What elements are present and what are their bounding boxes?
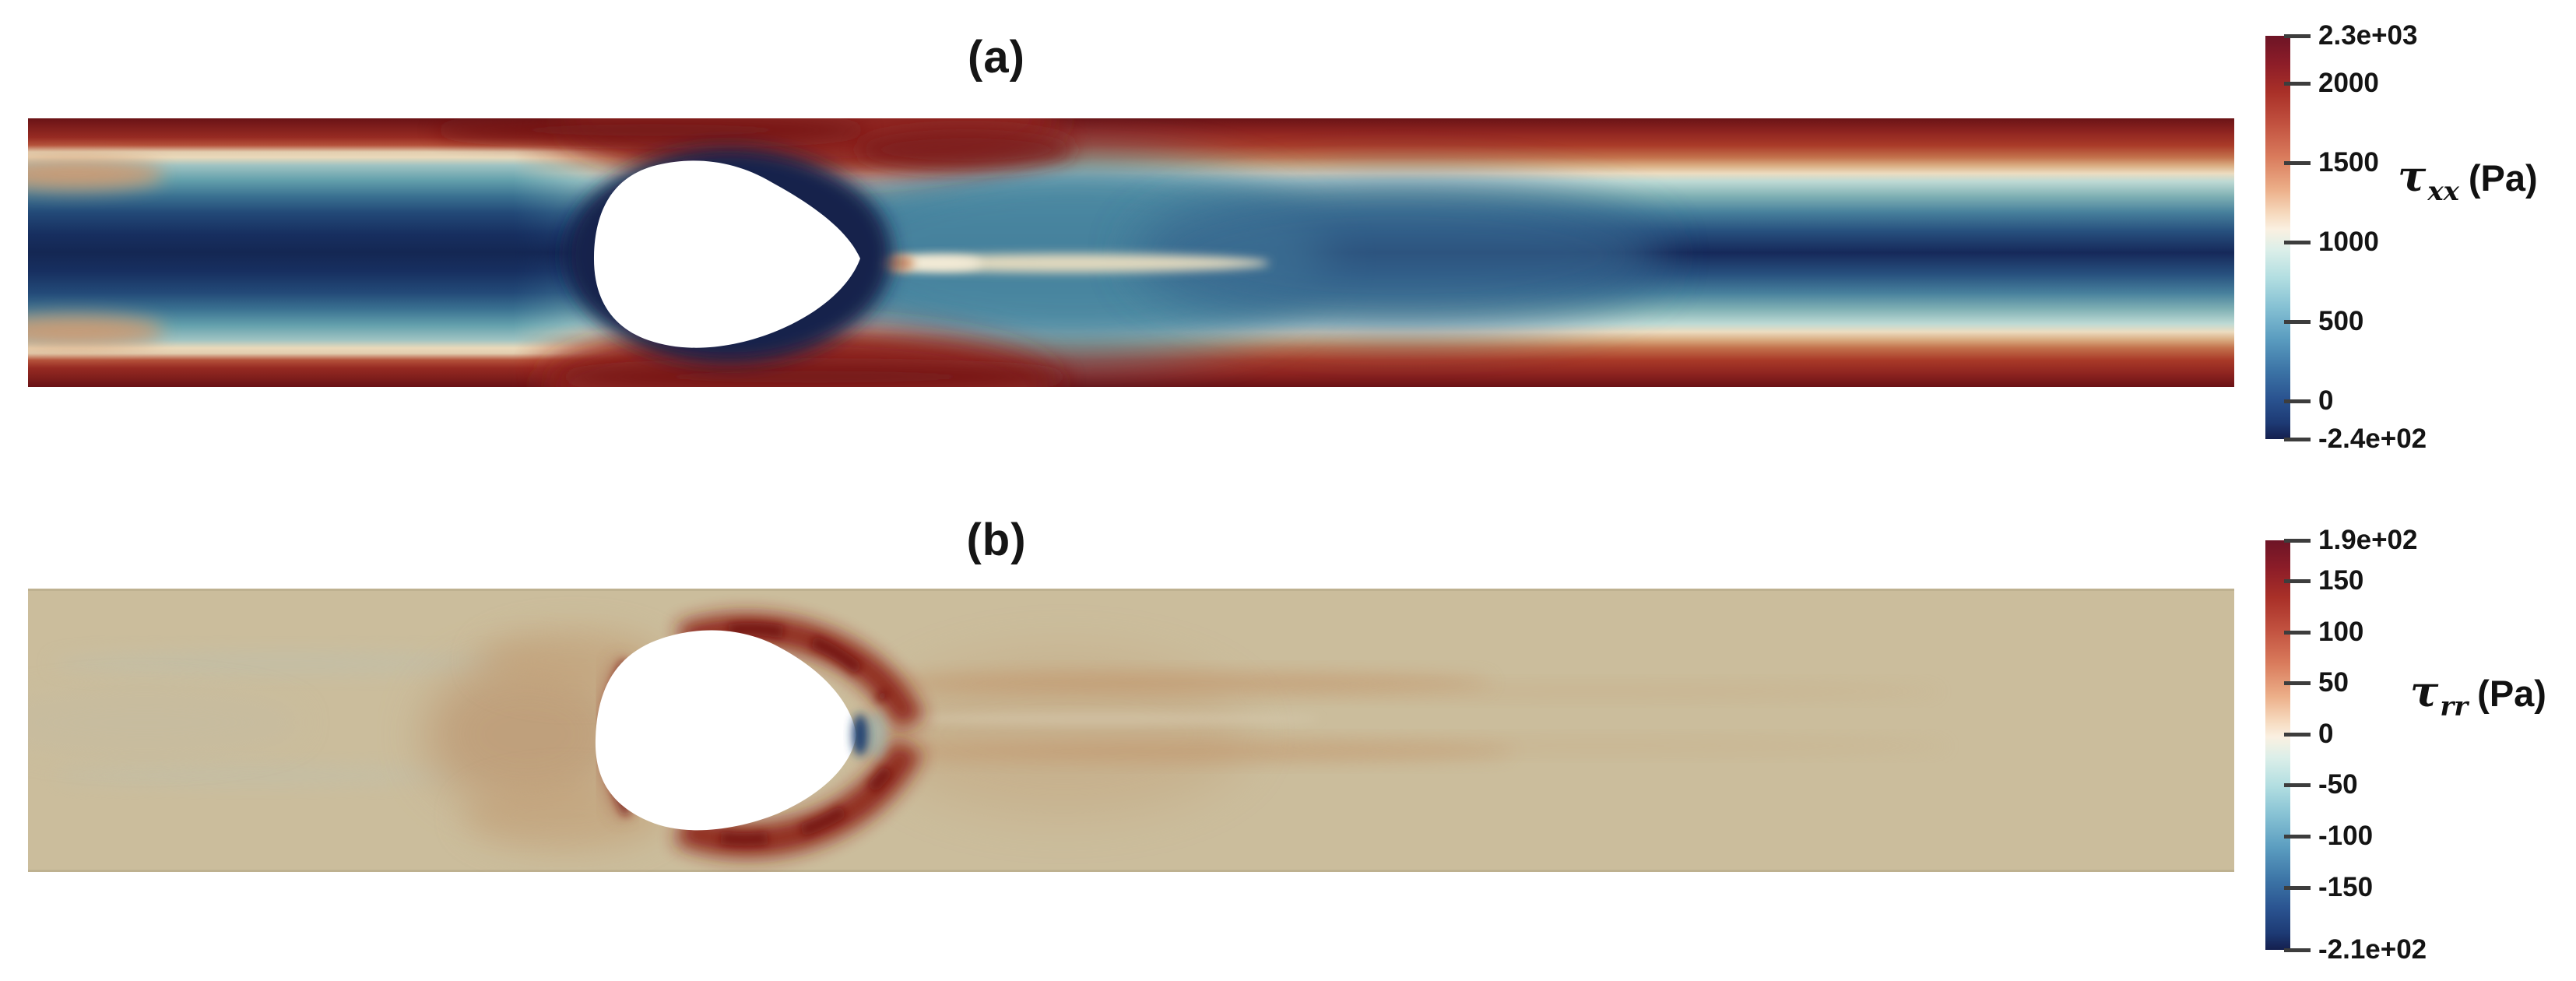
tick-mark bbox=[2284, 631, 2311, 635]
field-a-upstream bbox=[28, 118, 651, 387]
tau-unit: (Pa) bbox=[2468, 157, 2538, 199]
stress-field-heatmap-b bbox=[28, 589, 2234, 872]
field-b-haze-right bbox=[877, 652, 1250, 816]
field-b-wisp-1 bbox=[51, 651, 518, 676]
tick-label: 50 bbox=[2318, 667, 2349, 698]
colorbar-a-ticks: 2.3e+03 2000 1500 1000 500 0 -2.4e+02 bbox=[2265, 20, 2576, 454]
field-b-top-edge bbox=[28, 589, 2234, 591]
tick-mark bbox=[2284, 948, 2311, 952]
panel-b-label: (b) bbox=[966, 515, 1027, 565]
panel-a-label: (a) bbox=[968, 32, 1025, 83]
tick-mark bbox=[2284, 886, 2311, 890]
colorbar-b bbox=[2265, 540, 2290, 950]
field-b-wisp-2 bbox=[51, 765, 456, 786]
tick-label: 1.9e+02 bbox=[2318, 525, 2418, 555]
tick-mark bbox=[2284, 835, 2311, 839]
colorbar-a bbox=[2265, 36, 2290, 439]
tick-mark bbox=[2284, 34, 2311, 38]
tick-mark bbox=[2284, 241, 2311, 244]
stress-field-heatmap-a bbox=[28, 118, 2234, 387]
tick-mark bbox=[2284, 733, 2311, 737]
tick-label: -2.4e+02 bbox=[2318, 424, 2427, 454]
field-a-wake-teal-far bbox=[1133, 181, 1663, 330]
obstacle-a bbox=[593, 160, 860, 348]
tau-symbol: τ bbox=[2398, 151, 2427, 201]
field-a-maroon-top-1 bbox=[433, 118, 869, 142]
field-a-inlet-salmon-bottom bbox=[28, 315, 164, 346]
field-b-wake-streak-top-far bbox=[1242, 684, 1943, 699]
tick-label: -100 bbox=[2318, 821, 2374, 851]
tick-mark bbox=[2284, 82, 2311, 86]
colorbar-b-ticks: 1.9e+02 150 100 50 0 -50 -100 -150 -2.1e… bbox=[2265, 525, 2576, 965]
field-a-title: τxx (Pa) bbox=[2398, 151, 2538, 207]
tick-mark bbox=[2284, 320, 2311, 324]
obstacle-b bbox=[595, 630, 856, 831]
field-b-wake-pale-center bbox=[884, 712, 1320, 725]
tick-mark bbox=[2284, 579, 2311, 583]
field-a-maroon-top-2 bbox=[857, 129, 1075, 170]
tick-mark bbox=[2284, 783, 2311, 787]
field-b-title: τrr (Pa) bbox=[2410, 666, 2546, 723]
tau-symbol: τ bbox=[2410, 666, 2439, 716]
field-b-bottom-edge bbox=[28, 870, 2234, 872]
tick-label: 2.3e+03 bbox=[2318, 20, 2418, 51]
tick-label: -50 bbox=[2318, 769, 2358, 800]
tau-subscript: rr bbox=[2440, 691, 2469, 723]
tick-label: -150 bbox=[2318, 872, 2374, 902]
tau-unit: (Pa) bbox=[2477, 673, 2546, 714]
field-a-inlet-salmon-top bbox=[28, 159, 164, 190]
tick-mark bbox=[2284, 438, 2311, 441]
tick-label: 0 bbox=[2318, 385, 2334, 416]
field-b-haze-left bbox=[425, 660, 627, 808]
tau-subscript: xx bbox=[2427, 176, 2459, 207]
tick-label: 500 bbox=[2318, 306, 2364, 336]
tick-label: 100 bbox=[2318, 617, 2364, 647]
field-b-crescent-upper-dark bbox=[727, 622, 890, 703]
tick-label: 0 bbox=[2318, 719, 2334, 749]
field-b-tip-teal-fringe bbox=[866, 712, 887, 758]
field-b-crescent-lower-dark bbox=[719, 765, 894, 846]
field-a-maroon-bottom bbox=[557, 364, 1071, 387]
tick-label: 150 bbox=[2318, 565, 2364, 596]
tick-label: 2000 bbox=[2318, 68, 2379, 98]
field-b-wake-streak-bottom-far bbox=[1250, 738, 1951, 754]
tick-label: 1500 bbox=[2318, 147, 2379, 178]
field-b-tip-blue-spot bbox=[852, 714, 868, 756]
tick-label: -2.1e+02 bbox=[2318, 934, 2427, 965]
tick-mark bbox=[2284, 539, 2311, 543]
field-b-wisp-3 bbox=[28, 691, 300, 754]
tick-mark bbox=[2284, 161, 2311, 165]
tick-label: 1000 bbox=[2318, 227, 2379, 257]
tick-mark bbox=[2284, 681, 2311, 685]
tick-mark bbox=[2284, 399, 2311, 403]
